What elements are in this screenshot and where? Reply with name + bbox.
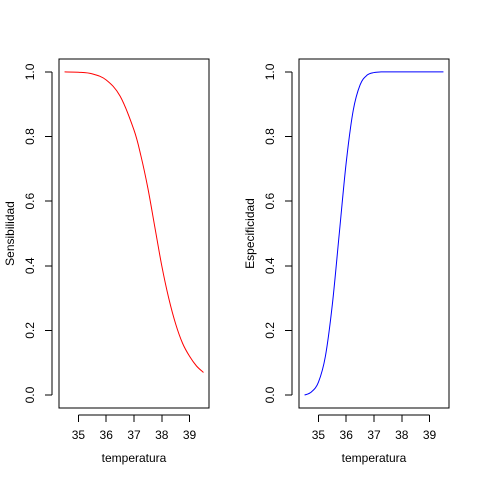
specificity-x-tick-label: 36: [340, 428, 354, 442]
specificity-y-tick-label: 0.6: [263, 193, 277, 210]
sensitivity-y-tick-label: 0.6: [23, 193, 37, 210]
specificity-y-axis-label: Especificidad: [243, 198, 257, 269]
specificity-y-tick-label: 0.8: [263, 128, 277, 145]
sensitivity-plot-frame: [58, 58, 210, 409]
sensitivity-y-tick-label: 0.8: [23, 128, 37, 145]
sensitivity-y-tick-label: 0.0: [23, 386, 37, 403]
sensitivity-curve: [64, 71, 204, 373]
sensitivity-y-tick-label: 0.2: [23, 322, 37, 339]
specificity-x-tick-label: 37: [367, 428, 381, 442]
sensitivity-x-tick-label: 39: [183, 428, 197, 442]
specificity-y-tick-label: 0.0: [263, 386, 277, 403]
sensitivity-x-tick-label: 36: [100, 428, 114, 442]
specificity-x-axis-label: temperatura: [342, 451, 407, 465]
sensitivity-x-tick-label: 38: [155, 428, 169, 442]
specificity-panel: 35 36 37 38 39 0.0 0.2 0.4 0.6 0.8 1.0 temperatura E…: [243, 58, 450, 465]
sensitivity-y-tick-label: 1.0: [23, 63, 37, 80]
sensitivity-panel: 35 36 37 38 39 0.0 0.2 0.4 0.6 0.8 1.0 temperatura S…: [3, 58, 210, 465]
sensitivity-x-tick-label: 35: [72, 428, 86, 442]
specificity-y-tick-label: 0.2: [263, 322, 277, 339]
sensitivity-y-axis-label: Sensibilidad: [3, 201, 17, 266]
specificity-y-tick-label: 0.4: [263, 257, 277, 274]
specificity-x-tick-label: 39: [423, 428, 437, 442]
specificity-x-tick-label: 35: [312, 428, 326, 442]
specificity-plot-frame: [298, 58, 450, 409]
specificity-curve: [304, 71, 444, 396]
sensitivity-y-tick-label: 0.4: [23, 257, 37, 274]
sensitivity-x-axis-label: temperatura: [102, 451, 167, 465]
specificity-y-tick-label: 1.0: [263, 63, 277, 80]
specificity-x-tick-label: 38: [395, 428, 409, 442]
sensitivity-x-tick-label: 37: [127, 428, 141, 442]
